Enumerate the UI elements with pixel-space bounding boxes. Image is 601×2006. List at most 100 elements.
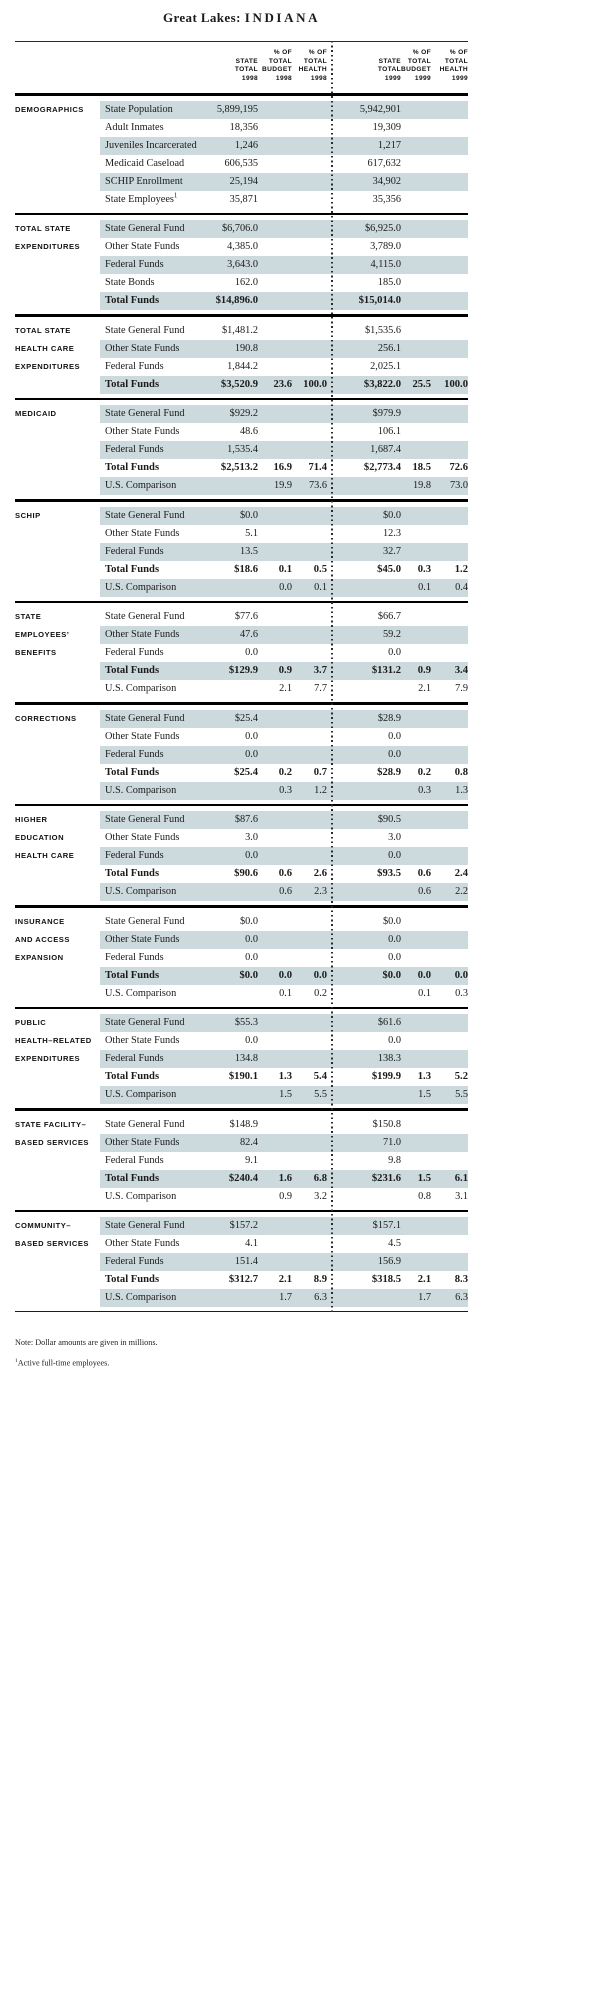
value-pct-budget-1998: [258, 811, 292, 829]
value-state-total-1999: 617,632: [367, 157, 401, 169]
value-pct-budget-1999: [401, 256, 431, 274]
value-pct-health-1998: [292, 847, 327, 865]
value-pct-budget-1999: [401, 1050, 431, 1068]
row-label-text: State Population: [105, 103, 173, 115]
value-state-total-1999: $61.6: [377, 1017, 401, 1029]
row-label: Federal Funds: [100, 949, 214, 967]
value-pct-health-1998: 0.0: [313, 969, 327, 981]
value-pct-health-1998: 0.1: [314, 581, 327, 593]
value-state-total-1998: 1,844.2: [227, 360, 258, 372]
section-label-line: COMMUNITY–: [15, 1221, 72, 1231]
row-label-text: Federal Funds: [105, 545, 164, 557]
value-pct-budget-1998: 0.1: [278, 563, 292, 575]
year-gap: [327, 137, 339, 155]
value-pct-budget-1998: 0.1: [279, 987, 292, 999]
section-label-line: EXPENDITURES: [15, 361, 81, 371]
value-pct-health-1999: [431, 1152, 468, 1170]
table-row: Federal Funds 134.8 138.3: [100, 1050, 468, 1069]
value-pct-health-1999: [431, 811, 468, 829]
year-gap: [327, 459, 339, 477]
value-pct-health-1998: [292, 220, 327, 238]
section-label: STATE EMPLOYEES’ BENEFITS: [15, 608, 100, 698]
row-label-text: State Employees: [105, 193, 174, 205]
section-label-line: HIGHER: [15, 815, 48, 825]
row-label-text: Total Funds: [105, 665, 160, 677]
section-rows: State General Fund $6,706.0 $6,925.0 Other …: [100, 220, 468, 311]
value-state-total-1999: [339, 680, 401, 698]
value-pct-health-1998: [292, 1253, 327, 1271]
year-gap: [327, 191, 339, 209]
value-state-total-1998: 1,535.4: [227, 444, 258, 456]
value-pct-budget-1999: [401, 423, 431, 441]
value-pct-budget-1998: [258, 1014, 292, 1032]
value-pct-budget-1999: 1.5: [418, 1089, 431, 1101]
section-divider: [15, 702, 468, 705]
value-pct-health-1998: [292, 173, 327, 191]
page-title: Great Lakes: INDIANA: [15, 10, 468, 26]
value-pct-health-1999: [431, 137, 468, 155]
row-label-text: U.S. Comparison: [105, 480, 177, 492]
row-label: State Employees1: [100, 191, 214, 209]
section-label-line: STATE: [15, 612, 42, 622]
row-label: Other State Funds: [100, 728, 214, 746]
value-pct-budget-1999: [401, 626, 431, 644]
value-state-total-1998: 25,194: [229, 175, 258, 187]
value-pct-health-1998: 1.2: [314, 784, 327, 796]
column-header-line: HEALTH: [439, 66, 468, 74]
value-pct-budget-1999: [401, 1217, 431, 1235]
value-state-total-1999: $66.7: [377, 611, 401, 623]
section-body: STATE FACILITY– BASED SERVICES State Gener…: [15, 1111, 468, 1206]
value-state-total-1999: 3.0: [388, 832, 401, 844]
row-label-text: Federal Funds: [105, 1154, 164, 1166]
value-pct-health-1999: [431, 220, 468, 238]
section-divider: [15, 1006, 468, 1010]
row-label-text: Other State Funds: [105, 832, 180, 844]
value-state-total-1998: 9.1: [245, 1154, 258, 1166]
value-pct-health-1999: 6.3: [455, 1292, 468, 1304]
row-label-text: Total Funds: [105, 378, 160, 390]
year-gap: [327, 608, 339, 626]
value-state-total-1999: [339, 782, 401, 800]
row-label-text: State General Fund: [105, 814, 185, 826]
section-body: CORRECTIONS State General Fund $25.4 $28.9 O…: [15, 705, 468, 800]
value-pct-budget-1999: [401, 811, 431, 829]
value-state-total-1999: $0.0: [382, 509, 401, 521]
section-label-line: BASED SERVICES: [15, 1137, 89, 1147]
year-gap: [327, 101, 339, 119]
value-pct-budget-1999: [401, 137, 431, 155]
row-label: Other State Funds: [100, 1134, 214, 1152]
value-state-total-1998: $312.7: [228, 1274, 258, 1286]
value-pct-health-1998: 0.5: [313, 563, 327, 575]
table-row: Total Funds $3,520.9 23.6 100.0 $3,822.0 25.5…: [100, 375, 468, 394]
value-state-total-1998: 4,385.0: [227, 241, 258, 253]
value-pct-health-1999: 1.2: [454, 563, 468, 575]
value-pct-budget-1998: [258, 644, 292, 662]
value-state-total-1999: $45.0: [377, 563, 401, 575]
value-pct-budget-1999: [401, 746, 431, 764]
column-header-line: TOTAL: [268, 57, 292, 65]
value-state-total-1999: $28.9: [377, 766, 401, 778]
year-gap: [327, 1170, 339, 1188]
row-label: Total Funds: [100, 1068, 214, 1086]
year-gap: [327, 985, 339, 1003]
table-body: DEMOGRAPHICS State Population 5,899,195 5,9…: [15, 93, 468, 1308]
table-row: Other State Funds 3.0 3.0: [100, 829, 468, 847]
value-pct-health-1999: 3.1: [455, 1190, 468, 1202]
value-pct-health-1999: [431, 913, 468, 931]
row-label: Other State Funds: [100, 525, 214, 543]
column-header-line: % OF: [273, 49, 292, 56]
section: STATE EMPLOYEES’ BENEFITS State General Fun…: [15, 600, 468, 699]
value-state-total-1999: $2,773.4: [363, 462, 401, 474]
footnote-note: Note: Dollar amounts are given in millio…: [15, 1338, 158, 1348]
value-pct-budget-1999: [401, 101, 431, 119]
value-pct-budget-1999: [401, 358, 431, 376]
section-label-line: CORRECTIONS: [15, 713, 77, 723]
section-label-line: HEALTH CARE: [15, 851, 75, 861]
section-rows: State Population 5,899,195 5,942,901 Adult …: [100, 100, 468, 209]
value-pct-health-1998: [292, 1134, 327, 1152]
row-label-text: Federal Funds: [105, 1053, 164, 1065]
value-pct-budget-1999: [401, 847, 431, 865]
value-pct-health-1999: 1.3: [455, 784, 468, 796]
column-header-line: % OF: [449, 49, 468, 56]
